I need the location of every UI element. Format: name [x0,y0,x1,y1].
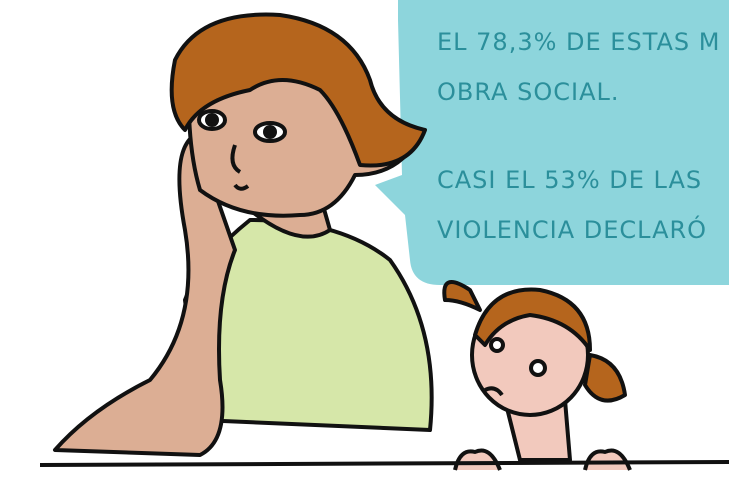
woman [53,12,434,457]
speech-bubble [375,0,729,285]
bubble-line: EL 78,3% DE ESTAS M [437,28,721,56]
girl [442,280,632,471]
bubble-line: VIOLENCIA DECLARÓ [437,214,707,244]
bubble-text: EL 78,3% DE ESTAS M OBRA SOCIAL. CASI EL… [437,28,721,244]
bubble-line: OBRA SOCIAL. [437,78,619,106]
table-edge [39,460,729,467]
bubble-line: CASI EL 53% DE LAS [437,166,702,194]
